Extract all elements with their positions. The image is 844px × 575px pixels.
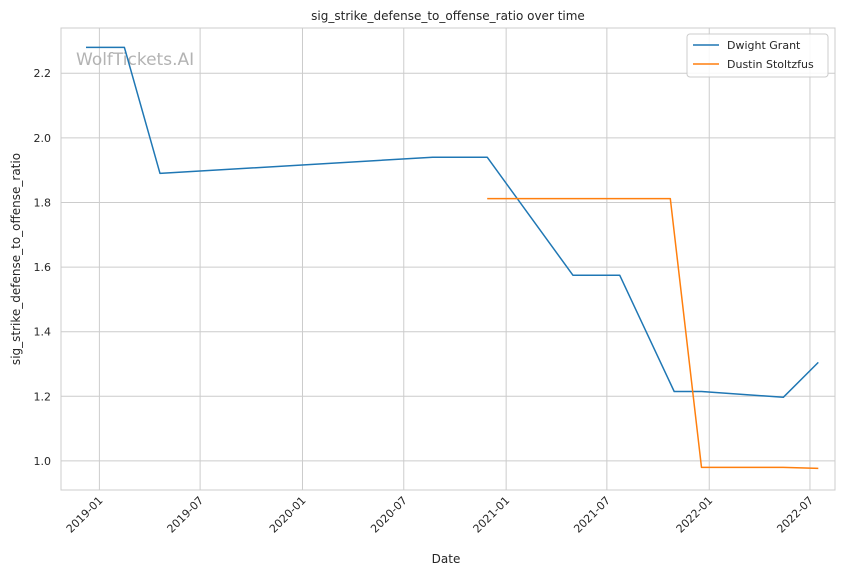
y-axis-label: sig_strike_defense_to_offense_ratio — [9, 153, 23, 365]
plot-frame — [60, 27, 836, 491]
watermark: WolfTickets.AI — [76, 50, 194, 70]
legend-label-dustin-stoltzfus: Dustin Stoltzfus — [727, 58, 814, 71]
series-layer — [86, 46, 819, 470]
y-tick-label: 1.2 — [34, 390, 52, 403]
chart-title: sig_strike_defense_to_offense_ratio over… — [311, 9, 585, 23]
legend: Dwight Grant Dustin Stoltzfus — [686, 33, 829, 78]
y-tick-label: 2.2 — [34, 67, 52, 80]
y-tick-label: 2.0 — [34, 132, 52, 145]
y-tick-label: 1.6 — [34, 261, 52, 274]
gridlines — [61, 28, 835, 490]
series-line-dwight-grant — [86, 46, 819, 399]
legend-box — [686, 33, 829, 78]
x-axis-label: Date — [432, 552, 461, 566]
y-tick-label: 1.0 — [34, 455, 52, 468]
y-tick-label: 1.8 — [34, 196, 52, 209]
y-tick-label: 1.4 — [34, 326, 52, 339]
y-tick-labels: 1.0 1.2 1.4 1.6 1.8 2.0 2.2 — [34, 67, 52, 468]
series-line-dustin-stoltzfus — [487, 197, 819, 470]
legend-label-dwight-grant: Dwight Grant — [727, 39, 801, 52]
